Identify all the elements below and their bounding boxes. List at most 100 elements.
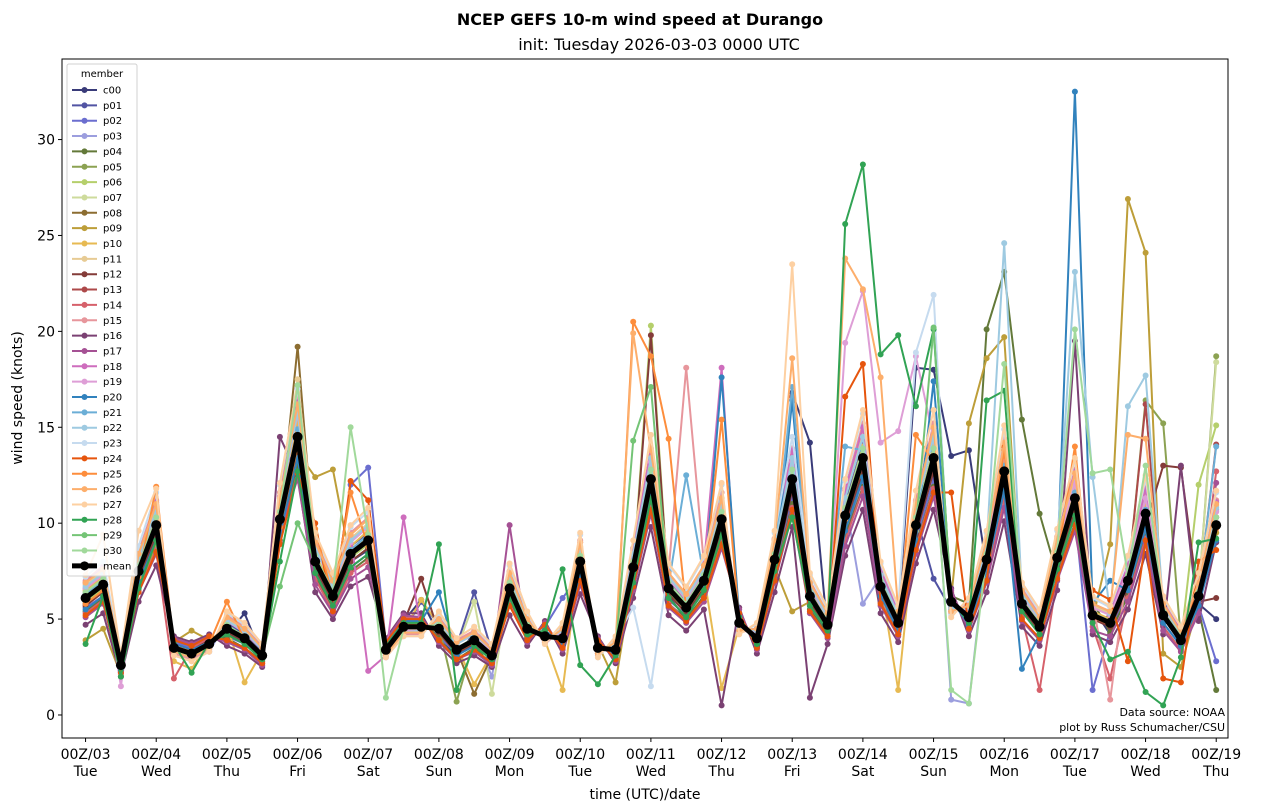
- legend-swatch-marker: [81, 516, 88, 523]
- mean-point: [186, 648, 197, 659]
- p02-point: [365, 464, 372, 471]
- legend-entry-p25: p25: [72, 469, 122, 480]
- x-tick-label-time: 00Z/03: [61, 747, 111, 763]
- legend-swatch-marker: [81, 317, 88, 324]
- x-tick-label-day: Sat: [357, 764, 380, 780]
- p10-point: [559, 687, 566, 693]
- p11-point: [294, 376, 301, 383]
- p27-point: [842, 476, 849, 483]
- legend-swatch-marker: [81, 179, 88, 186]
- mean-point: [433, 623, 444, 634]
- p15-point: [1107, 696, 1114, 703]
- legend-label: p28: [103, 515, 122, 526]
- p27-point: [1071, 455, 1078, 461]
- p10-point: [471, 681, 478, 688]
- x-tick-label-time: 00Z/18: [1121, 747, 1171, 763]
- p28-point: [276, 558, 283, 565]
- p20-point: [718, 374, 725, 381]
- p16-point: [700, 606, 707, 613]
- legend-swatch-marker: [81, 332, 88, 339]
- p26-point: [683, 591, 690, 598]
- legend-label: p03: [103, 132, 122, 143]
- legend-swatch-marker: [81, 470, 88, 477]
- p24-point: [842, 393, 849, 400]
- legend-swatch-marker: [81, 440, 88, 447]
- p27-point: [948, 614, 955, 621]
- legend-swatch-marker: [81, 209, 88, 216]
- mean-point: [345, 548, 356, 559]
- p28-point: [453, 687, 460, 693]
- p04-point: [983, 326, 990, 333]
- p20-point: [1071, 88, 1078, 95]
- p28-point: [435, 541, 442, 548]
- x-tick-label-time: 00Z/12: [697, 747, 747, 763]
- mean-point: [787, 474, 798, 485]
- mean-point: [451, 644, 462, 655]
- p27-point: [683, 583, 690, 590]
- p09-point: [983, 355, 990, 362]
- legend-label: p13: [103, 285, 122, 296]
- p16-point: [1124, 606, 1131, 613]
- p24-point: [895, 631, 902, 638]
- mean-point: [910, 520, 921, 531]
- p21-point: [1213, 443, 1220, 450]
- p27-point: [577, 529, 584, 536]
- legend-label: p11: [103, 254, 122, 265]
- x-tick-label-day: Tue: [1062, 764, 1087, 780]
- p12-point: [1160, 462, 1167, 469]
- p28-point: [1124, 648, 1131, 655]
- p29-point: [647, 384, 654, 390]
- p24-point: [347, 478, 354, 484]
- p29-point: [276, 583, 283, 590]
- legend-swatch-marker: [81, 547, 88, 554]
- legend-label: p30: [103, 546, 122, 557]
- mean-point: [1052, 552, 1063, 563]
- p20-point: [1018, 665, 1025, 672]
- legend-swatch-marker: [81, 286, 88, 293]
- p21-point: [683, 472, 690, 479]
- p16-point: [1177, 462, 1184, 469]
- p30-point: [382, 694, 389, 701]
- p12-point: [1213, 595, 1220, 601]
- p17-point: [859, 493, 866, 500]
- c00-point: [1213, 616, 1220, 623]
- p19-point: [1142, 495, 1149, 502]
- p16-point: [983, 589, 990, 596]
- mean-point: [221, 623, 232, 634]
- p19-point: [877, 439, 884, 446]
- mean-point: [274, 514, 285, 525]
- p28-point: [347, 564, 354, 571]
- c00-point: [806, 439, 813, 446]
- legend-entry-p04: p04: [72, 147, 122, 158]
- p28-point: [559, 566, 566, 573]
- legend-swatch-marker: [81, 394, 88, 400]
- legend-label: p08: [103, 208, 122, 219]
- p03-point: [488, 673, 495, 680]
- p28-point: [983, 397, 990, 404]
- x-tick-label-day: Tue: [567, 764, 592, 780]
- legend-entry-p01: p01: [72, 101, 122, 112]
- p26-point: [789, 355, 796, 362]
- p24-point: [524, 637, 531, 644]
- p17-point: [1107, 633, 1114, 640]
- p27-point: [1195, 570, 1202, 576]
- legend-swatch-marker: [81, 347, 88, 354]
- legend-label: p22: [103, 423, 122, 434]
- legend-swatch-marker: [81, 194, 88, 201]
- p27-point: [206, 648, 213, 655]
- p01-point: [471, 589, 478, 596]
- p03-point: [859, 600, 866, 607]
- mean-point: [557, 633, 568, 644]
- p17-point: [1089, 627, 1096, 634]
- x-tick-label-day: Thu: [1202, 764, 1229, 780]
- mean-point: [981, 554, 992, 565]
- mean-point: [1211, 520, 1222, 531]
- legend-label: p12: [103, 270, 122, 281]
- legend-entry-p11: p11: [72, 254, 122, 265]
- p09-point: [100, 625, 107, 632]
- mean-point: [504, 583, 515, 594]
- p24-point: [188, 642, 195, 649]
- legend-entry-p13: p13: [72, 285, 122, 296]
- p30-point: [948, 687, 955, 693]
- p27-point: [365, 504, 372, 511]
